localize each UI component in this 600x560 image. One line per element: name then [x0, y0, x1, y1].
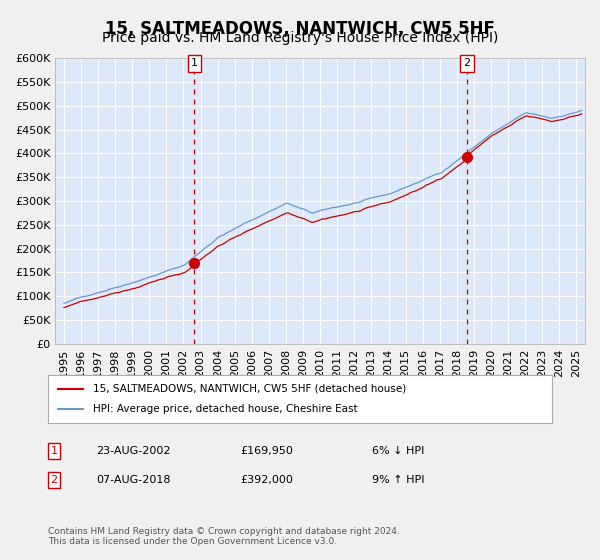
Text: 6% ↓ HPI: 6% ↓ HPI [372, 446, 424, 456]
Text: 07-AUG-2018: 07-AUG-2018 [96, 475, 170, 485]
Text: 2: 2 [464, 58, 470, 68]
Text: 15, SALTMEADOWS, NANTWICH, CW5 5HF: 15, SALTMEADOWS, NANTWICH, CW5 5HF [105, 20, 495, 38]
Text: 15, SALTMEADOWS, NANTWICH, CW5 5HF (detached house): 15, SALTMEADOWS, NANTWICH, CW5 5HF (deta… [94, 384, 407, 394]
Text: 23-AUG-2002: 23-AUG-2002 [96, 446, 170, 456]
Text: £169,950: £169,950 [240, 446, 293, 456]
Text: Contains HM Land Registry data © Crown copyright and database right 2024.
This d: Contains HM Land Registry data © Crown c… [48, 526, 400, 546]
Text: 1: 1 [191, 58, 198, 68]
Text: HPI: Average price, detached house, Cheshire East: HPI: Average price, detached house, Ches… [94, 404, 358, 414]
Text: Price paid vs. HM Land Registry's House Price Index (HPI): Price paid vs. HM Land Registry's House … [102, 31, 498, 45]
Text: 1: 1 [50, 446, 58, 456]
Text: 9% ↑ HPI: 9% ↑ HPI [372, 475, 425, 485]
Text: £392,000: £392,000 [240, 475, 293, 485]
Text: 2: 2 [50, 475, 58, 485]
